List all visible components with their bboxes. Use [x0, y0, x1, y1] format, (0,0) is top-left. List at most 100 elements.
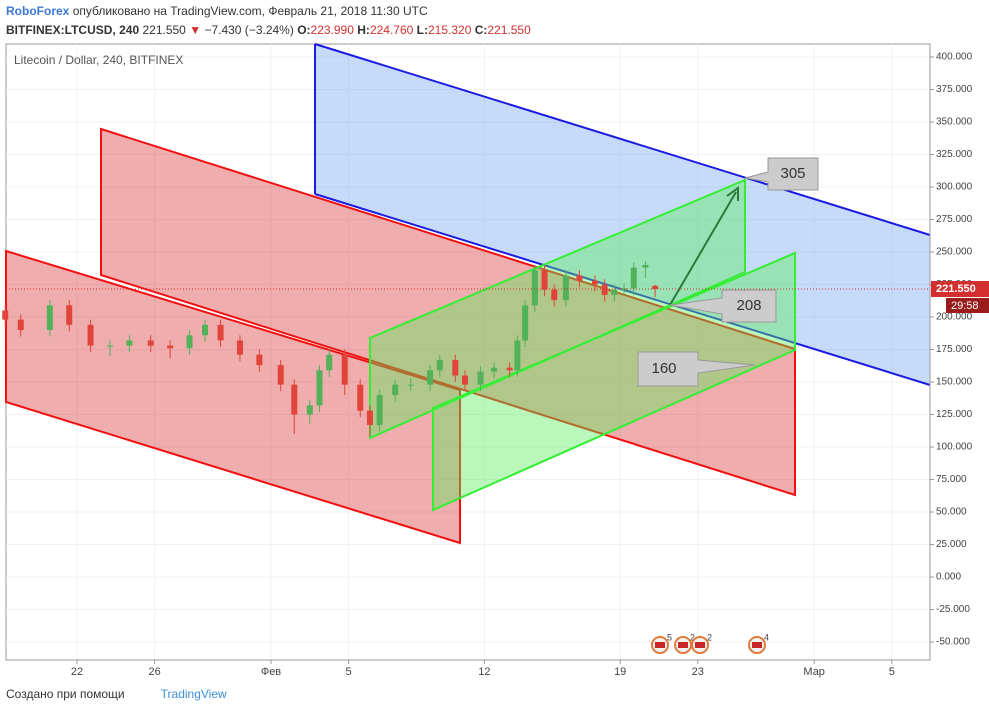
countdown-box: [946, 298, 989, 314]
candle-body: [576, 275, 583, 281]
x-tick-label: 23: [692, 666, 704, 678]
candle-body: [126, 340, 133, 346]
candle-body: [306, 405, 313, 415]
candle-body: [256, 354, 263, 366]
candle-body: [326, 354, 333, 371]
x-tick-label: 22: [71, 666, 83, 678]
arrow: [669, 191, 737, 306]
y-tick-label: 100.000: [936, 442, 973, 453]
arrow: ▼: [189, 23, 202, 37]
made-with: Создано при помощи: [6, 687, 125, 701]
candle-body: [341, 354, 348, 385]
candle-body: [541, 270, 548, 290]
last-price-label: 221.550: [936, 283, 976, 295]
candle-body: [202, 324, 209, 336]
c: 221.550: [487, 23, 531, 37]
x-tick-label: 26: [148, 666, 160, 678]
chart: 305 208 160 Litecoin / Dollar, 240, BITF…: [2, 43, 989, 678]
candle-body: [611, 289, 618, 295]
y-tick-label: 350.000: [936, 117, 973, 128]
candle-body: [506, 367, 513, 371]
h: 224.760: [369, 23, 414, 37]
event-count: 2: [690, 632, 695, 642]
chart-title: Litecoin / Dollar, 240, BITFINEX: [14, 53, 183, 67]
candle-body: [167, 345, 174, 349]
arrow-head: [726, 186, 739, 201]
published: опубликовано на TradingView.com, Февраль…: [72, 4, 428, 18]
red-channel: [5, 249, 461, 545]
x-tick-label: 5: [889, 666, 895, 678]
y-tick-label: 200.000: [936, 312, 973, 323]
candle-body: [291, 384, 298, 415]
l-label: L:: [416, 23, 428, 37]
candle-body: [66, 305, 73, 325]
y-tick-label: 275.000: [936, 214, 973, 225]
candle-body: [562, 275, 569, 301]
y-tick-label: 375.000: [936, 84, 973, 95]
candle-body: [316, 370, 323, 406]
candle-body: [461, 375, 468, 385]
candle-body: [652, 285, 659, 290]
x-tick-label: 12: [478, 666, 490, 678]
last-price-box: [931, 281, 989, 298]
y-tick-label: 0.000: [936, 572, 961, 583]
y-tick-label: -50.000: [936, 637, 970, 648]
x-tick-label: Мар: [803, 666, 825, 678]
brand[interactable]: RoboForex: [6, 4, 70, 18]
symbol: BITFINEX:LTCUSD, 240: [6, 23, 140, 37]
candle-body: [217, 324, 224, 341]
callout: [637, 351, 756, 387]
candle-body: [591, 280, 598, 285]
y-tick-label: 175.000: [936, 344, 973, 355]
axes: 400.000375.000350.000325.000300.000275.0…: [6, 44, 989, 678]
event-flag: [695, 642, 705, 648]
y-tick-label: 25.000: [936, 539, 967, 550]
overlay: 305 208 160 Litecoin / Dollar, 240, BITF…: [14, 53, 819, 387]
candle-body: [630, 267, 637, 289]
o-label: O:: [297, 23, 311, 37]
y-tick-label: 325.000: [936, 149, 973, 160]
footer: Создано при помощи TradingView: [6, 687, 227, 701]
callout-label: 160: [651, 360, 676, 377]
y-tick-label: 300.000: [936, 182, 973, 193]
event-marker[interactable]: 2: [691, 632, 712, 654]
logo[interactable]: TradingView: [160, 687, 227, 701]
candle-body: [46, 305, 53, 331]
event-flag: [752, 642, 762, 648]
candle-body: [601, 284, 608, 295]
y-tick-label: 50.000: [936, 507, 967, 518]
event-flag: [678, 642, 688, 648]
candle-body: [392, 384, 399, 396]
last: 221.550: [142, 23, 186, 37]
event-count: 5: [667, 632, 672, 642]
candle-body: [491, 367, 498, 372]
h-label: H:: [357, 23, 370, 37]
candle-body: [436, 359, 443, 371]
x-tick-label: 19: [614, 666, 626, 678]
countdown-label: 29:58: [951, 300, 979, 312]
candle-body: [186, 335, 193, 349]
callout-label: 208: [736, 297, 761, 314]
event-marker[interactable]: 2: [674, 632, 695, 654]
y-tick-label: 400.000: [936, 52, 973, 63]
event-marker[interactable]: 4: [748, 632, 769, 654]
event-flag: [655, 642, 665, 648]
candle-body: [427, 370, 434, 385]
candle-body: [357, 384, 364, 411]
candle-body: [551, 289, 558, 301]
y-tick-label: 125.000: [936, 409, 973, 420]
x-tick-label: Фев: [261, 666, 281, 678]
candle-body: [642, 265, 649, 268]
candle-body: [277, 365, 284, 385]
candle-body: [366, 410, 373, 425]
l: 215.320: [428, 23, 472, 37]
candle-body: [514, 340, 521, 371]
green-channel: [369, 178, 746, 440]
callout: [669, 289, 777, 323]
event-marker[interactable]: 5: [651, 632, 672, 654]
event-count: 2: [707, 632, 712, 642]
y-tick-label: 75.000: [936, 474, 967, 485]
candle-body: [407, 384, 414, 386]
candle-body: [147, 340, 154, 346]
